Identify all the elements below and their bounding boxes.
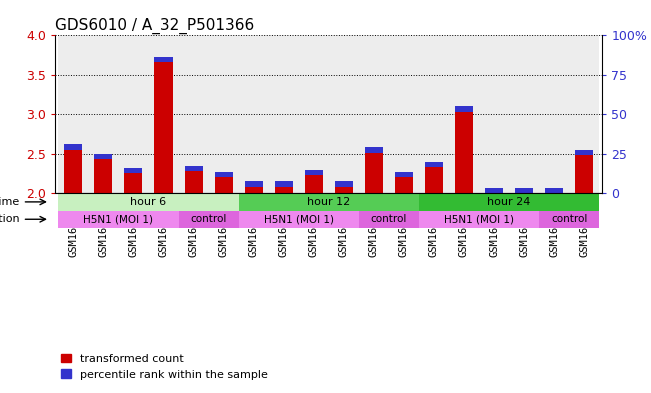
Bar bbox=[94, 154, 113, 193]
Bar bbox=[239, 35, 269, 193]
Text: control: control bbox=[551, 214, 587, 224]
Text: hour 6: hour 6 bbox=[130, 197, 167, 207]
Bar bbox=[154, 57, 173, 62]
Bar bbox=[239, 193, 419, 211]
Bar bbox=[419, 193, 599, 211]
Bar bbox=[305, 169, 323, 193]
Bar bbox=[545, 188, 563, 193]
Bar bbox=[569, 35, 599, 193]
Text: H5N1 (MOI 1): H5N1 (MOI 1) bbox=[83, 214, 154, 224]
Bar bbox=[515, 188, 533, 193]
Bar bbox=[215, 172, 232, 193]
Bar bbox=[395, 172, 413, 177]
Bar bbox=[245, 182, 262, 193]
Bar bbox=[269, 35, 299, 193]
Bar bbox=[305, 169, 323, 175]
Text: time: time bbox=[0, 197, 20, 207]
Bar bbox=[178, 211, 239, 228]
Bar bbox=[118, 35, 148, 193]
Bar bbox=[449, 35, 479, 193]
Bar bbox=[485, 188, 503, 193]
Bar bbox=[178, 35, 208, 193]
Legend: transformed count, percentile rank within the sample: transformed count, percentile rank withi… bbox=[61, 354, 268, 380]
Text: infection: infection bbox=[0, 214, 20, 224]
Bar bbox=[455, 107, 473, 112]
Bar bbox=[89, 35, 118, 193]
Bar bbox=[419, 211, 539, 228]
Bar bbox=[64, 144, 83, 150]
Text: control: control bbox=[190, 214, 227, 224]
Text: H5N1 (MOI 1): H5N1 (MOI 1) bbox=[264, 214, 334, 224]
Bar bbox=[208, 35, 239, 193]
Text: GDS6010 / A_32_P501366: GDS6010 / A_32_P501366 bbox=[55, 18, 255, 34]
Bar bbox=[365, 147, 383, 193]
Bar bbox=[425, 162, 443, 167]
Bar bbox=[124, 168, 143, 193]
Bar bbox=[184, 165, 202, 171]
Bar bbox=[275, 182, 293, 187]
Bar bbox=[419, 35, 449, 193]
Bar bbox=[64, 144, 83, 193]
Bar bbox=[184, 165, 202, 193]
Bar bbox=[94, 154, 113, 159]
Bar bbox=[239, 211, 359, 228]
Bar bbox=[455, 107, 473, 193]
Bar bbox=[124, 168, 143, 173]
Bar bbox=[389, 35, 419, 193]
Bar bbox=[154, 57, 173, 193]
Bar bbox=[515, 188, 533, 193]
Bar bbox=[335, 182, 353, 187]
Bar bbox=[545, 188, 563, 193]
Bar bbox=[539, 211, 599, 228]
Bar bbox=[299, 35, 329, 193]
Bar bbox=[215, 172, 232, 177]
Bar bbox=[575, 150, 593, 155]
Bar bbox=[485, 188, 503, 193]
Bar bbox=[365, 147, 383, 153]
Bar bbox=[245, 182, 262, 187]
Bar bbox=[359, 35, 389, 193]
Bar bbox=[539, 35, 569, 193]
Bar bbox=[479, 35, 509, 193]
Bar bbox=[395, 172, 413, 193]
Bar bbox=[509, 35, 539, 193]
Bar bbox=[148, 35, 178, 193]
Bar bbox=[335, 182, 353, 193]
Text: hour 12: hour 12 bbox=[307, 197, 350, 207]
Bar bbox=[329, 35, 359, 193]
Text: hour 24: hour 24 bbox=[488, 197, 531, 207]
Bar bbox=[59, 211, 178, 228]
Bar bbox=[359, 211, 419, 228]
Bar bbox=[59, 193, 239, 211]
Text: H5N1 (MOI 1): H5N1 (MOI 1) bbox=[444, 214, 514, 224]
Bar bbox=[575, 150, 593, 193]
Text: control: control bbox=[370, 214, 407, 224]
Bar bbox=[275, 182, 293, 193]
Bar bbox=[59, 35, 89, 193]
Bar bbox=[425, 162, 443, 193]
